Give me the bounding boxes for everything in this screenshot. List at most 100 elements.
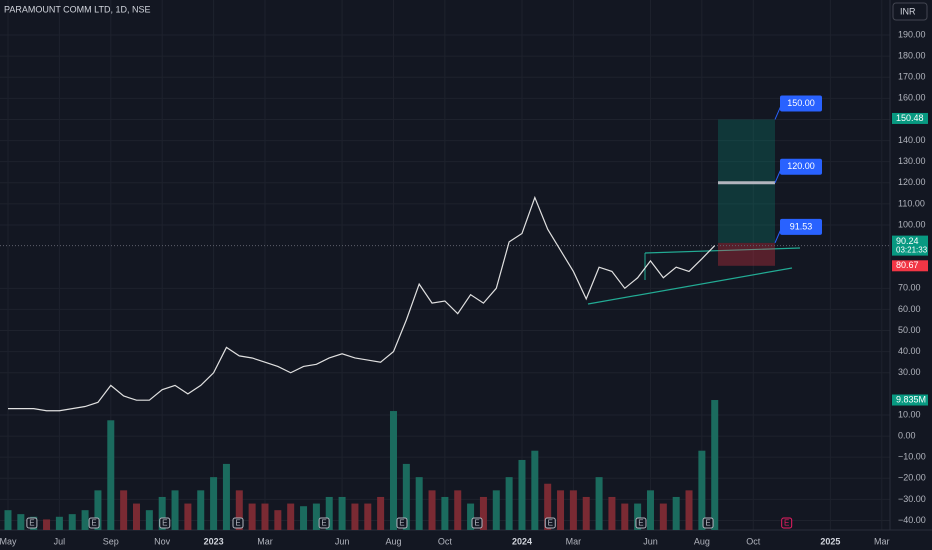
volume-bar xyxy=(608,496,616,530)
y-tick-label: 100.00 xyxy=(898,219,926,229)
earnings-marker[interactable] xyxy=(88,517,100,529)
earnings-marker[interactable] xyxy=(232,517,244,529)
earnings-marker[interactable] xyxy=(635,517,647,529)
y-tick-label: 130.00 xyxy=(898,156,926,166)
earnings-marker[interactable] xyxy=(318,517,330,529)
volume-bar xyxy=(698,450,706,530)
y-tick-label: 170.00 xyxy=(898,72,926,82)
earnings-label[interactable]: E xyxy=(638,519,643,528)
volume-bar xyxy=(43,519,51,530)
volume-bar xyxy=(402,463,410,530)
price-badge-label: 90.24 xyxy=(896,236,919,246)
volume-bar xyxy=(287,503,295,530)
earnings-marker[interactable] xyxy=(471,517,483,529)
earnings-label[interactable]: E xyxy=(91,519,96,528)
x-tick-label: Oct xyxy=(746,536,761,546)
volume-bar xyxy=(338,496,346,530)
volume-badge xyxy=(892,394,928,406)
volume-bar xyxy=(81,510,89,530)
x-tick-label: 2024 xyxy=(512,536,532,546)
price-badge-label: 150.48 xyxy=(896,113,924,123)
volume-bar xyxy=(158,496,166,530)
earnings-label[interactable]: E xyxy=(162,519,167,528)
volume-bar xyxy=(222,463,230,530)
trend-line xyxy=(587,267,793,305)
volume-bar xyxy=(569,490,577,530)
y-tick-label: −40.00 xyxy=(898,515,926,525)
earnings-label[interactable]: E xyxy=(474,519,479,528)
earnings-label[interactable]: E xyxy=(29,519,34,528)
earnings-marker[interactable] xyxy=(159,517,171,529)
volume-bar xyxy=(621,503,629,530)
callout-box xyxy=(780,158,822,175)
price-line-series xyxy=(7,195,716,412)
volume-bar xyxy=(595,477,603,530)
earnings-label[interactable]: E xyxy=(399,519,404,528)
earnings-marker[interactable] xyxy=(702,517,714,529)
volume-bar xyxy=(312,503,320,530)
volume-bar xyxy=(210,477,218,530)
x-tick-label: Sep xyxy=(103,536,119,546)
callout-label: 120.00 xyxy=(787,161,815,171)
earnings-marker[interactable] xyxy=(26,517,38,529)
volume-bar xyxy=(120,490,128,530)
volume-bar xyxy=(107,420,115,530)
callout-box xyxy=(780,218,822,235)
volume-bar xyxy=(672,496,680,530)
x-tick-label: Jul xyxy=(54,536,66,546)
volume-bar xyxy=(145,510,153,530)
volume-bar xyxy=(544,483,552,530)
earnings-marker[interactable] xyxy=(396,517,408,529)
price-badge xyxy=(892,260,928,272)
volume-bar xyxy=(557,490,565,530)
y-tick-label: −10.00 xyxy=(898,452,926,462)
volume-bar xyxy=(505,477,513,530)
callout-box xyxy=(780,95,822,112)
volume-bar xyxy=(711,400,719,530)
price-badge-label: 80.67 xyxy=(896,260,919,270)
callout-label: 91.53 xyxy=(790,221,813,231)
y-tick-label: 0.00 xyxy=(898,430,916,440)
currency[interactable]: INR xyxy=(900,6,916,16)
volume-bar xyxy=(300,506,308,530)
x-tick-label: Jun xyxy=(643,536,658,546)
y-tick-label: −30.00 xyxy=(898,494,926,504)
x-tick-label: Aug xyxy=(694,536,710,546)
volume-bar xyxy=(17,514,25,530)
stop-zone xyxy=(718,242,775,266)
earnings-label[interactable]: E xyxy=(705,519,710,528)
volume-bar xyxy=(274,510,282,530)
volume-bar xyxy=(492,490,500,530)
chart-title: PARAMOUNT COMM LTD, 1D, NSE xyxy=(4,4,151,14)
y-tick-label: 160.00 xyxy=(898,93,926,103)
y-tick-label: 110.00 xyxy=(898,198,925,208)
volume-bar xyxy=(685,490,693,530)
x-tick-label: Oct xyxy=(438,536,453,546)
y-tick-label: 180.00 xyxy=(898,51,926,61)
x-tick-label: Mar xyxy=(566,536,582,546)
target-zone xyxy=(718,119,775,243)
earnings-label[interactable]: E xyxy=(321,519,326,528)
volume-bar xyxy=(364,503,372,530)
earnings-label[interactable]: E xyxy=(548,519,553,528)
volume-bar xyxy=(518,459,526,530)
earnings-marker[interactable] xyxy=(781,517,793,529)
currency-button[interactable] xyxy=(892,2,928,21)
volume-bar xyxy=(351,503,359,530)
earnings-label[interactable]: E xyxy=(235,519,240,528)
volume-bar xyxy=(171,490,179,530)
volume-bar xyxy=(479,496,487,530)
earnings-marker[interactable] xyxy=(544,517,556,529)
y-tick-label: 190.00 xyxy=(898,29,926,39)
trend-line xyxy=(644,247,801,254)
y-tick-label: 70.00 xyxy=(898,283,921,293)
price-badge xyxy=(892,235,928,256)
volume-bar xyxy=(94,490,102,530)
volume-badge-label: 9.835M xyxy=(896,394,926,404)
volume-bar xyxy=(4,510,12,530)
volume-bar xyxy=(55,516,63,530)
y-tick-label: −20.00 xyxy=(898,473,926,483)
volume-bar xyxy=(415,477,423,530)
earnings-label[interactable]: E xyxy=(784,519,789,528)
